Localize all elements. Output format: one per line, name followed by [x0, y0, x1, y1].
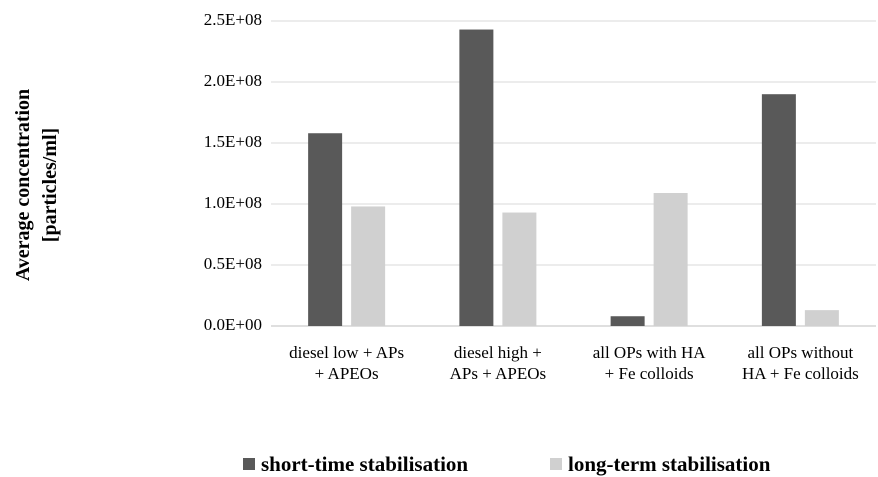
- y-tick-label: 0.0E+00: [204, 315, 262, 334]
- bar: [653, 193, 688, 326]
- y-axis-label: Average concentration [particles/ml]: [12, 88, 61, 282]
- y-tick-label: 2.5E+08: [204, 10, 262, 29]
- bar: [804, 310, 839, 326]
- bar: [351, 206, 386, 326]
- y-tick-label: 0.5E+08: [204, 254, 262, 273]
- bar: [459, 29, 494, 326]
- bar: [502, 212, 537, 326]
- legend-label: long-term stabilisation: [568, 452, 771, 476]
- legend-swatch: [243, 458, 255, 470]
- legend-swatch: [550, 458, 562, 470]
- y-tick-label: 1.5E+08: [204, 132, 262, 151]
- legend-label: short-time stabilisation: [261, 452, 469, 476]
- x-tick-label: diesel high + APs + APEOs: [449, 343, 547, 383]
- legend-item: long-term stabilisation: [550, 452, 770, 477]
- x-tick-label: all OPs with HA + Fe colloids: [592, 343, 706, 383]
- y-tick-label: 1.0E+08: [204, 193, 262, 212]
- x-tick-label: all OPs without HA + Fe colloids: [741, 343, 859, 383]
- bar: [308, 133, 343, 326]
- y-tick-label: 2.0E+08: [204, 71, 262, 90]
- bar: [761, 94, 796, 326]
- x-tick-label: diesel low + APs + APEOs: [289, 343, 405, 383]
- legend-item: short-time stabilisation: [243, 452, 468, 477]
- bar: [610, 316, 645, 326]
